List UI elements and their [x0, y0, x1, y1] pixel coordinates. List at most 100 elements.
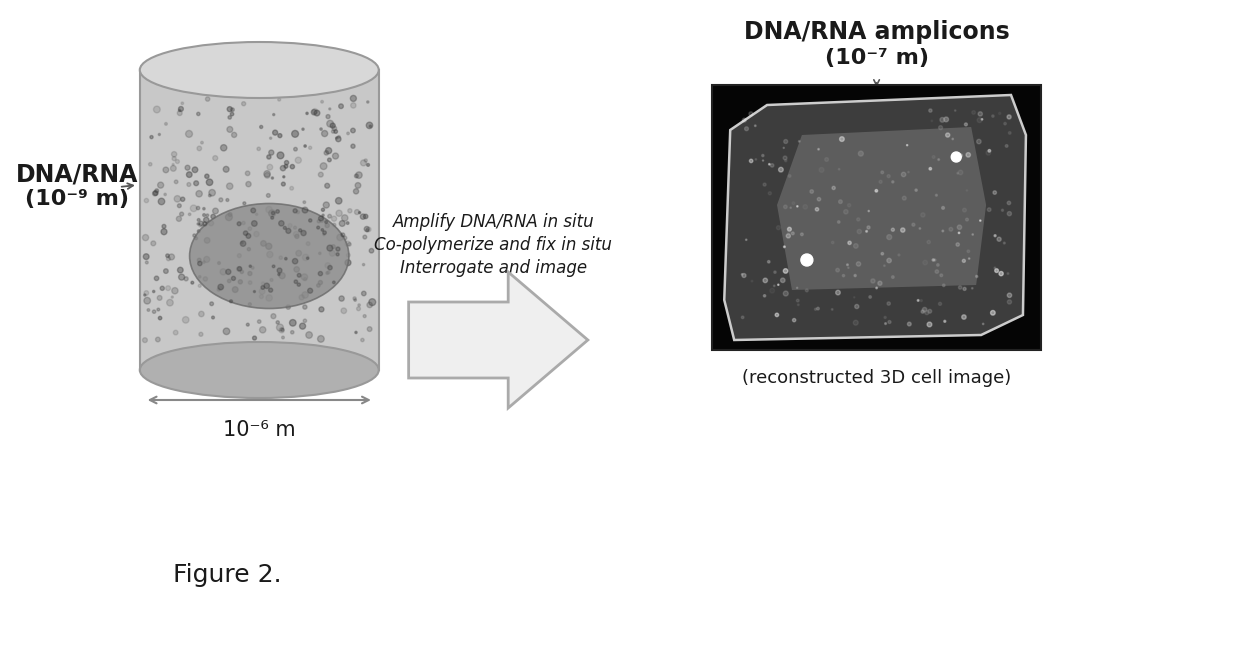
Circle shape	[198, 312, 205, 317]
Circle shape	[337, 135, 340, 138]
Circle shape	[908, 322, 911, 326]
Circle shape	[937, 159, 940, 161]
Circle shape	[832, 186, 836, 190]
Circle shape	[294, 266, 299, 272]
Circle shape	[300, 323, 305, 329]
Circle shape	[972, 234, 973, 235]
Circle shape	[918, 299, 919, 301]
Circle shape	[227, 183, 233, 190]
Circle shape	[171, 152, 177, 157]
Circle shape	[145, 261, 149, 264]
Circle shape	[320, 128, 322, 130]
Circle shape	[197, 261, 202, 266]
Circle shape	[784, 139, 787, 143]
Circle shape	[324, 202, 330, 208]
Circle shape	[332, 153, 339, 159]
Circle shape	[319, 307, 324, 312]
Circle shape	[322, 231, 326, 235]
Circle shape	[289, 319, 296, 326]
Circle shape	[187, 183, 191, 186]
Text: DNA/RNA amplicons: DNA/RNA amplicons	[744, 20, 1009, 44]
Circle shape	[324, 151, 329, 155]
Circle shape	[838, 168, 839, 170]
Circle shape	[253, 290, 255, 293]
Circle shape	[241, 242, 243, 244]
Circle shape	[186, 172, 192, 177]
Circle shape	[258, 320, 260, 323]
Circle shape	[353, 299, 356, 301]
Circle shape	[787, 227, 791, 231]
Circle shape	[157, 182, 164, 188]
Circle shape	[293, 259, 298, 264]
Circle shape	[155, 337, 160, 342]
Circle shape	[179, 106, 184, 112]
Circle shape	[243, 231, 248, 235]
Circle shape	[853, 321, 858, 325]
Circle shape	[198, 275, 201, 278]
Circle shape	[304, 319, 306, 322]
Circle shape	[237, 222, 241, 226]
Circle shape	[154, 106, 160, 113]
Circle shape	[191, 281, 193, 284]
Circle shape	[259, 288, 265, 294]
Circle shape	[880, 171, 884, 174]
Circle shape	[260, 286, 264, 290]
Circle shape	[311, 110, 316, 115]
Circle shape	[160, 286, 165, 290]
Circle shape	[248, 272, 252, 275]
Circle shape	[180, 212, 184, 216]
Circle shape	[972, 111, 976, 114]
Circle shape	[290, 186, 294, 190]
Circle shape	[875, 287, 878, 289]
Circle shape	[198, 332, 203, 336]
Circle shape	[357, 307, 361, 311]
Circle shape	[355, 183, 361, 188]
Circle shape	[295, 157, 301, 163]
Circle shape	[343, 236, 347, 240]
Circle shape	[358, 304, 361, 306]
Circle shape	[232, 287, 238, 292]
Circle shape	[854, 274, 857, 277]
Circle shape	[296, 211, 300, 213]
Circle shape	[957, 225, 962, 230]
Circle shape	[285, 257, 288, 260]
Circle shape	[322, 214, 324, 217]
Circle shape	[334, 130, 337, 134]
Circle shape	[327, 121, 334, 127]
Circle shape	[929, 109, 932, 112]
Circle shape	[367, 163, 370, 166]
Circle shape	[303, 254, 309, 261]
Circle shape	[181, 102, 184, 104]
Circle shape	[179, 109, 181, 112]
Circle shape	[269, 150, 274, 155]
Circle shape	[367, 227, 371, 232]
Circle shape	[336, 197, 342, 204]
Circle shape	[221, 269, 226, 275]
Circle shape	[217, 288, 221, 291]
Circle shape	[763, 183, 766, 186]
Circle shape	[232, 276, 236, 281]
Circle shape	[818, 148, 820, 150]
Circle shape	[174, 195, 181, 202]
Circle shape	[218, 262, 221, 264]
Circle shape	[940, 274, 942, 277]
Circle shape	[336, 137, 337, 139]
Circle shape	[941, 206, 945, 209]
Circle shape	[939, 303, 941, 305]
Circle shape	[1007, 293, 1012, 297]
Circle shape	[208, 190, 216, 196]
Circle shape	[839, 137, 844, 141]
Circle shape	[977, 118, 982, 123]
Circle shape	[921, 213, 925, 217]
Circle shape	[749, 159, 753, 163]
Circle shape	[935, 194, 937, 196]
Circle shape	[784, 205, 787, 208]
Ellipse shape	[190, 204, 348, 308]
Circle shape	[255, 213, 258, 215]
Circle shape	[774, 271, 776, 273]
Circle shape	[316, 226, 320, 229]
Circle shape	[298, 273, 301, 277]
Circle shape	[211, 214, 216, 219]
Circle shape	[345, 260, 351, 266]
Circle shape	[932, 155, 935, 159]
